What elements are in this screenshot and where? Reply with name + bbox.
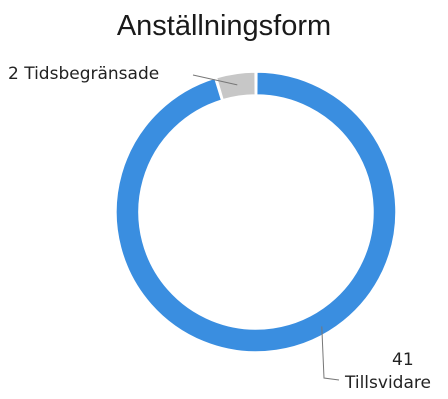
leader-line-tillsvidare (321, 326, 340, 381)
data-label-tidsbegransade: 2 Tidsbegränsade (8, 64, 160, 84)
donut-slice-tillsvidare (115, 71, 397, 353)
leader-line-tidsbegransade (192, 74, 238, 86)
data-label-tillsvidare-name: Tillsvidare (345, 373, 431, 393)
donut-slice-tidsbegränsade (215, 71, 257, 101)
data-label-tillsvidare-value: 41 (392, 350, 414, 370)
chart-title: Anställningsform (116, 10, 332, 42)
